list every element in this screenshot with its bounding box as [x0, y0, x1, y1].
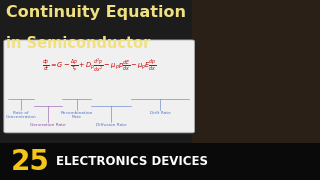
Text: ELECTRONICS DEVICES: ELECTRONICS DEVICES: [56, 155, 208, 168]
Bar: [0, 143, 320, 180]
Text: in Semiconductor: in Semiconductor: [6, 36, 151, 51]
Text: Continuity Equation: Continuity Equation: [6, 5, 186, 20]
Text: Recombination
Rate: Recombination Rate: [60, 111, 93, 119]
FancyBboxPatch shape: [4, 40, 195, 133]
Text: Generation Rate: Generation Rate: [30, 123, 66, 127]
Text: $\frac{dp}{dt} = G - \frac{\Delta p}{\tau_p} + D_p\frac{d^2p}{dx^2} - \mu_p p\fr: $\frac{dp}{dt} = G - \frac{\Delta p}{\ta…: [42, 58, 156, 75]
Bar: [192, 0, 320, 143]
Text: Drift Rate: Drift Rate: [149, 111, 171, 115]
Text: Diffusion Rate: Diffusion Rate: [96, 123, 127, 127]
Text: Rate of
Concentration: Rate of Concentration: [5, 111, 36, 119]
Text: 25: 25: [11, 148, 50, 176]
